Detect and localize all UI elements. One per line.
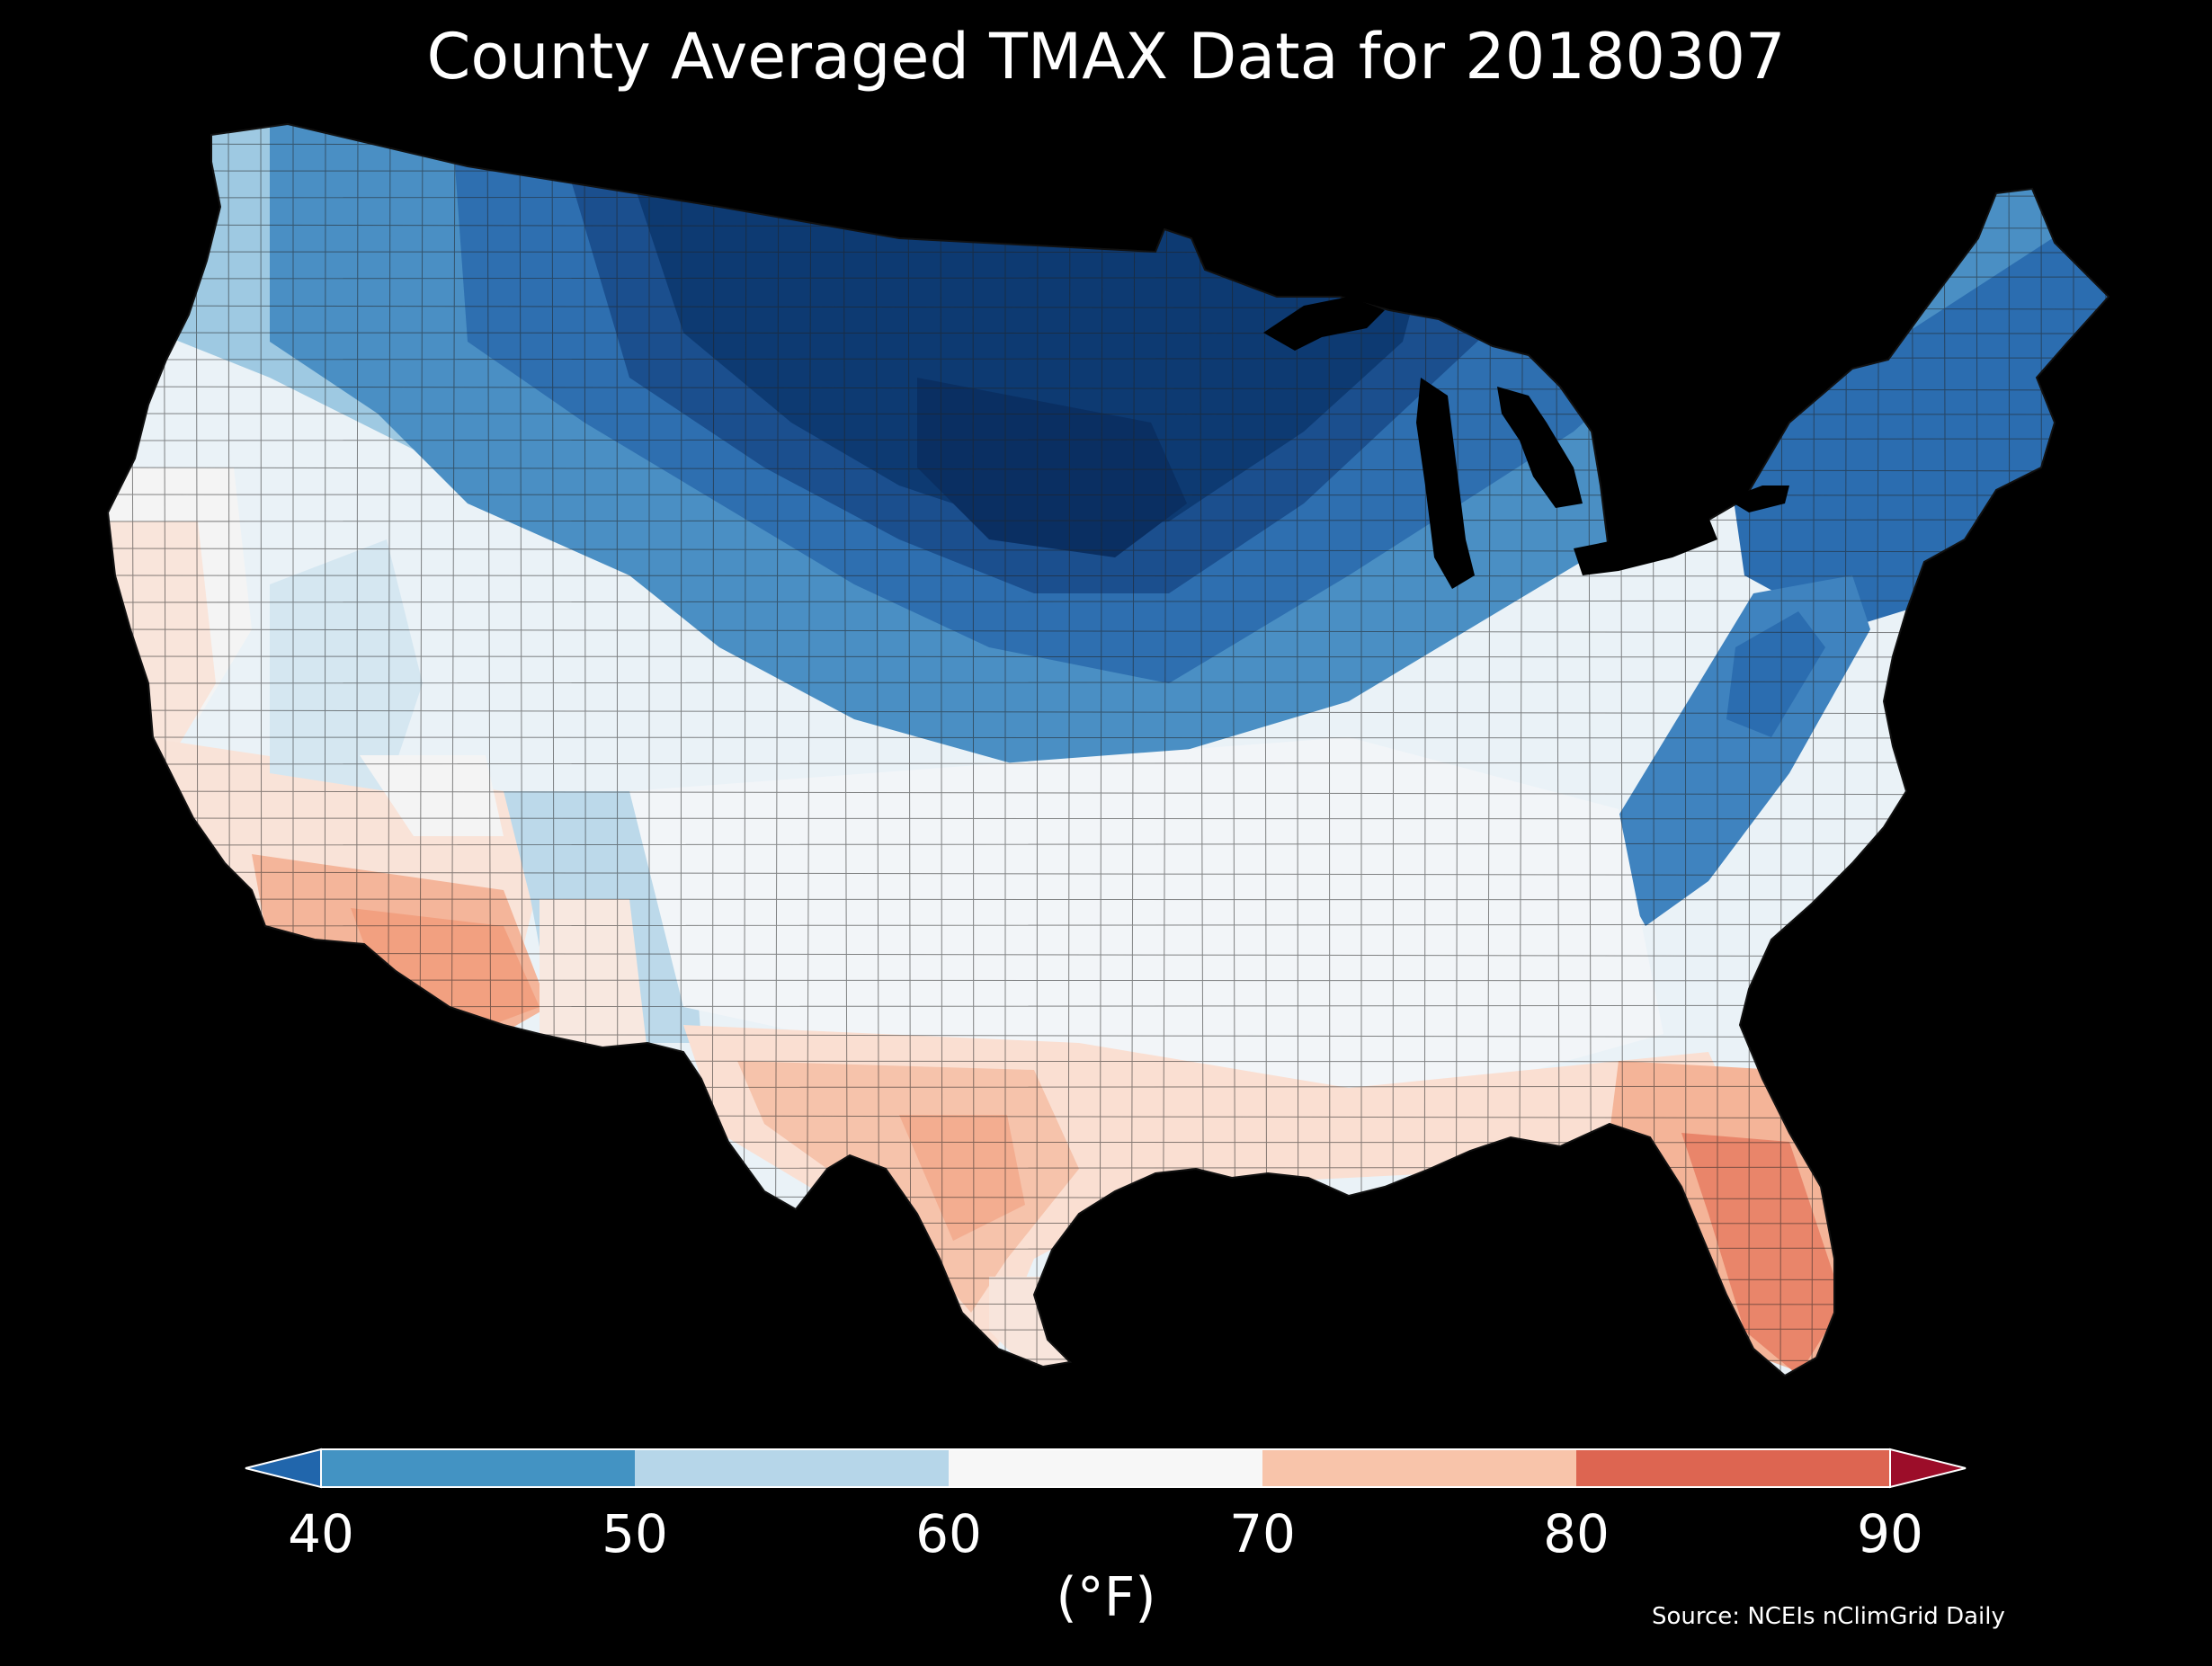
colorbar-extend-high [1889, 1448, 1967, 1489]
colorbar-tick-label: 50 [602, 1503, 668, 1564]
great-lakes [1263, 297, 1789, 589]
colorbar-bin [635, 1449, 949, 1487]
colorbar-bin [1576, 1449, 1890, 1487]
colorbar-tick-label: 40 [288, 1503, 354, 1564]
colorbar-tick-label: 60 [915, 1503, 982, 1564]
colorbar-tick-label: 70 [1229, 1503, 1296, 1564]
colorbar-unit-label: (°F) [1056, 1566, 1156, 1629]
source-note: Source: NCEIs nClimGrid Daily [1652, 1603, 2005, 1630]
colorbar-tick-label: 90 [1857, 1503, 1923, 1564]
colorbar-tick-label: 80 [1543, 1503, 1610, 1564]
map-title: County Averaged TMAX Data for 20180307 [426, 20, 1786, 94]
colorbar-bin [321, 1449, 635, 1487]
colorbar-bin [1262, 1449, 1576, 1487]
colorbar-bin [949, 1449, 1262, 1487]
colorbar-extend-low [245, 1448, 322, 1489]
